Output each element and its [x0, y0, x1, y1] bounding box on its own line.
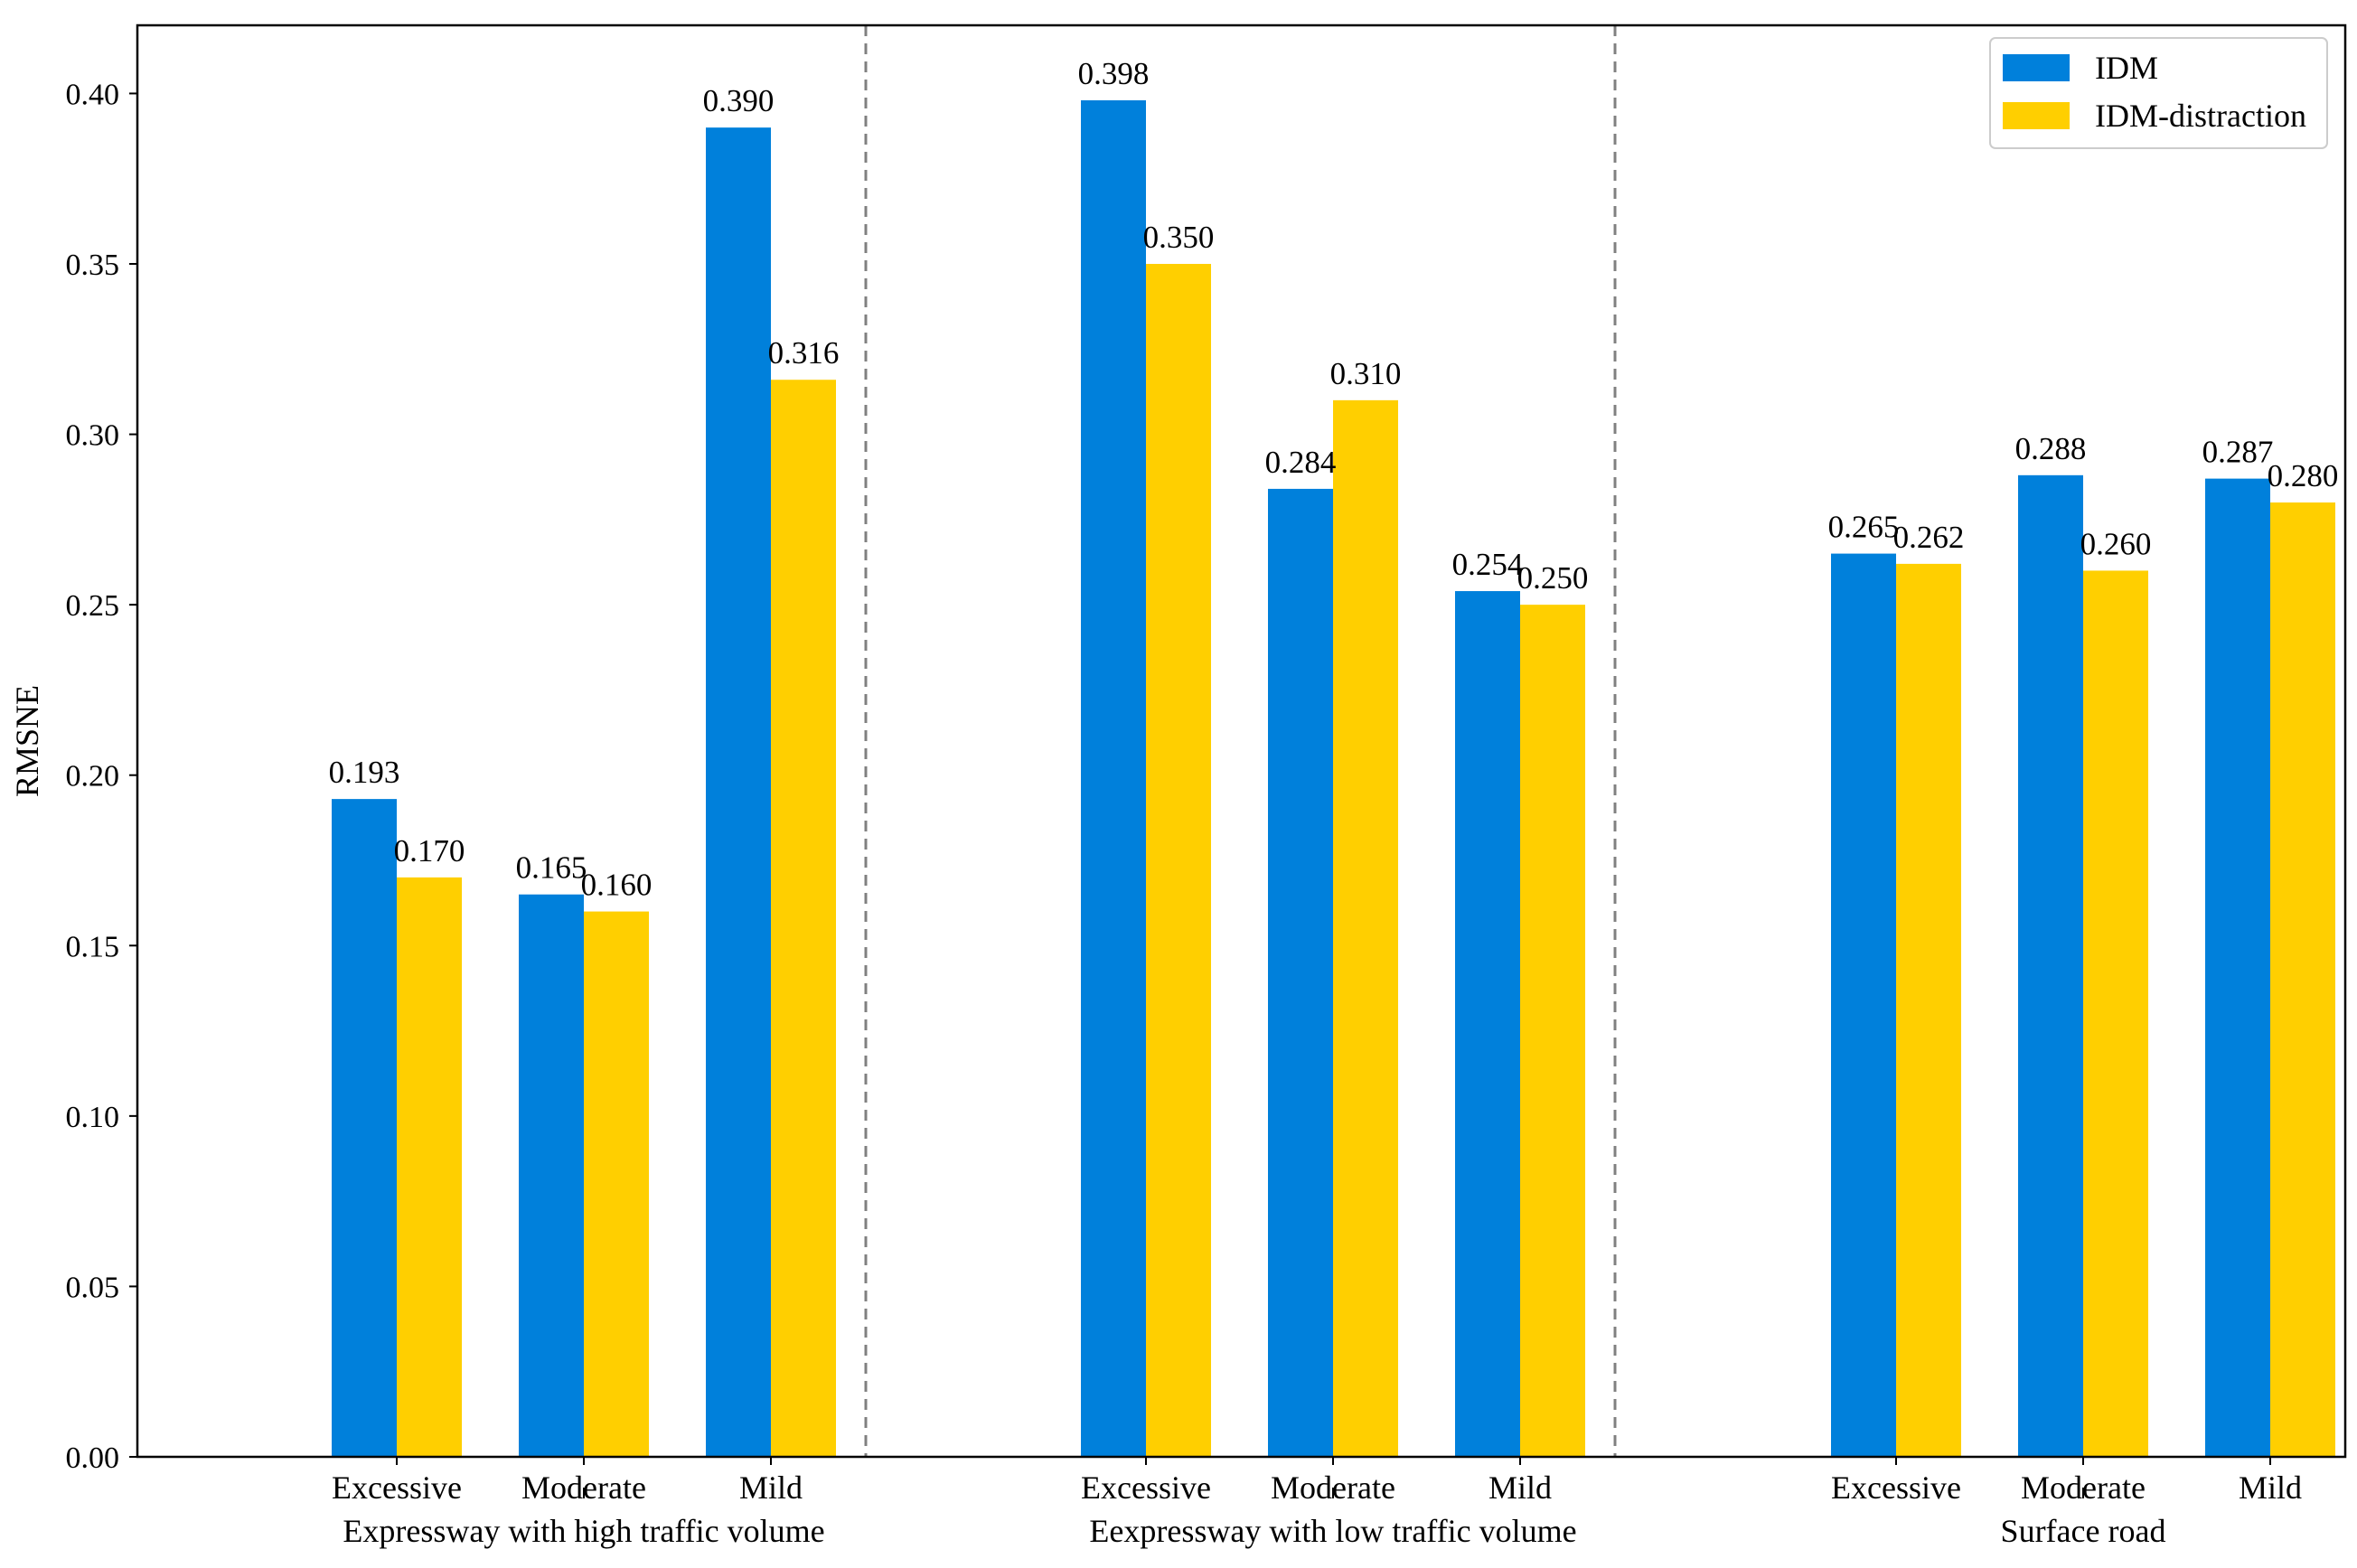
- bar-idm-g2-excessive: [1081, 99, 1146, 1457]
- bar-idm-distraction-g2-moderate: [1333, 399, 1398, 1457]
- value-label-idm-g2-excessive: 0.398: [1078, 56, 1150, 91]
- value-label-idm-distraction-g2-mild: 0.250: [1517, 560, 1589, 596]
- bar-layer: [332, 99, 2335, 1458]
- plot-frame: [136, 23, 2347, 1459]
- bar-idm-distraction-g3-excessive: [1896, 563, 1961, 1457]
- value-label-idm-g2-mild: 0.254: [1452, 547, 1524, 582]
- y-tick-label-7: 0.35: [66, 249, 120, 282]
- value-label-idm-distraction-g2-excessive: 0.350: [1143, 220, 1215, 255]
- bar-idm-g3-mild: [2205, 478, 2270, 1457]
- bar-idm-distraction-g1-excessive: [397, 877, 462, 1457]
- value-label-idm-distraction-g1-excessive: 0.170: [394, 833, 465, 869]
- value-label-idm-g3-moderate: 0.288: [2015, 431, 2087, 466]
- value-label-idm-distraction-g1-mild: 0.316: [768, 335, 840, 371]
- bar-idm-distraction-g3-moderate: [2083, 570, 2148, 1457]
- y-tick-label-0: 0.00: [66, 1441, 120, 1475]
- y-tick-label-4: 0.20: [66, 760, 120, 793]
- legend-swatch-idm-distraction: [2003, 102, 2070, 129]
- bar-idm-g3-excessive: [1831, 553, 1896, 1457]
- bar-idm-distraction-g1-moderate: [584, 911, 649, 1457]
- value-label-idm-g1-moderate: 0.165: [516, 850, 587, 886]
- legend-swatch-idm: [2003, 54, 2070, 81]
- legend-label-idm-distraction: IDM-distraction: [2095, 98, 2306, 134]
- legend: IDM IDM-distraction: [1989, 37, 2328, 149]
- x-tick-label-g2-mild: Mild: [1488, 1469, 1552, 1506]
- value-label-idm-g3-mild: 0.287: [2202, 435, 2274, 470]
- y-tick-label-3: 0.15: [66, 930, 120, 963]
- value-label-idm-g1-excessive: 0.193: [329, 755, 400, 790]
- value-label-idm-distraction-g3-mild: 0.280: [2268, 458, 2339, 493]
- value-label-idm-distraction-g2-moderate: 0.310: [1330, 356, 1402, 391]
- y-tick-label-5: 0.25: [66, 589, 120, 623]
- value-label-idm-distraction-g1-moderate: 0.160: [581, 868, 653, 903]
- bar-idm-g3-moderate: [2018, 474, 2083, 1457]
- y-tick-label-1: 0.05: [66, 1271, 120, 1304]
- group-label-1: Expressway with high traffic volume: [343, 1513, 824, 1549]
- x-tick-label-g1-mild: Mild: [739, 1469, 803, 1506]
- value-label-idm-distraction-g3-moderate: 0.260: [2080, 526, 2152, 561]
- bar-idm-distraction-g1-mild: [771, 380, 836, 1458]
- bar-idm-g1-moderate: [519, 894, 584, 1457]
- legend-label-idm: IDM: [2095, 50, 2158, 86]
- separator-layer: [864, 25, 1617, 1457]
- x-tick-label-g3-mild: Mild: [2239, 1469, 2302, 1506]
- bar-idm-g1-excessive: [332, 799, 397, 1457]
- bar-idm-distraction-g2-mild: [1520, 605, 1585, 1457]
- x-tick-label-g2-excessive: Excessive: [1081, 1469, 1211, 1506]
- group-label-2: Eexpressway with low traffic volume: [1089, 1513, 1576, 1549]
- value-label-idm-distraction-g3-excessive: 0.262: [1893, 520, 1965, 555]
- x-tick-label-g3-excessive: Excessive: [1831, 1469, 1961, 1506]
- group-label-3: Surface road: [2001, 1513, 2166, 1549]
- x-tick-label-g1-excessive: Excessive: [332, 1469, 462, 1506]
- bar-idm-g2-mild: [1455, 591, 1520, 1457]
- value-label-idm-g1-mild: 0.390: [703, 83, 775, 118]
- y-axis-title: RMSNE: [9, 685, 45, 797]
- value-label-idm-g3-excessive: 0.265: [1828, 510, 1900, 545]
- y-tick-label-8: 0.40: [66, 78, 120, 111]
- bar-idm-distraction-g3-mild: [2270, 502, 2335, 1457]
- y-tick-label-2: 0.10: [66, 1101, 120, 1134]
- bar-idm-g2-moderate: [1268, 488, 1333, 1457]
- bar-idm-distraction-g2-excessive: [1146, 264, 1211, 1457]
- value-label-idm-g2-moderate: 0.284: [1265, 445, 1337, 480]
- legend-box: [1989, 37, 2328, 149]
- y-tick-label-6: 0.30: [66, 419, 120, 453]
- bar-idm-g1-mild: [706, 127, 771, 1458]
